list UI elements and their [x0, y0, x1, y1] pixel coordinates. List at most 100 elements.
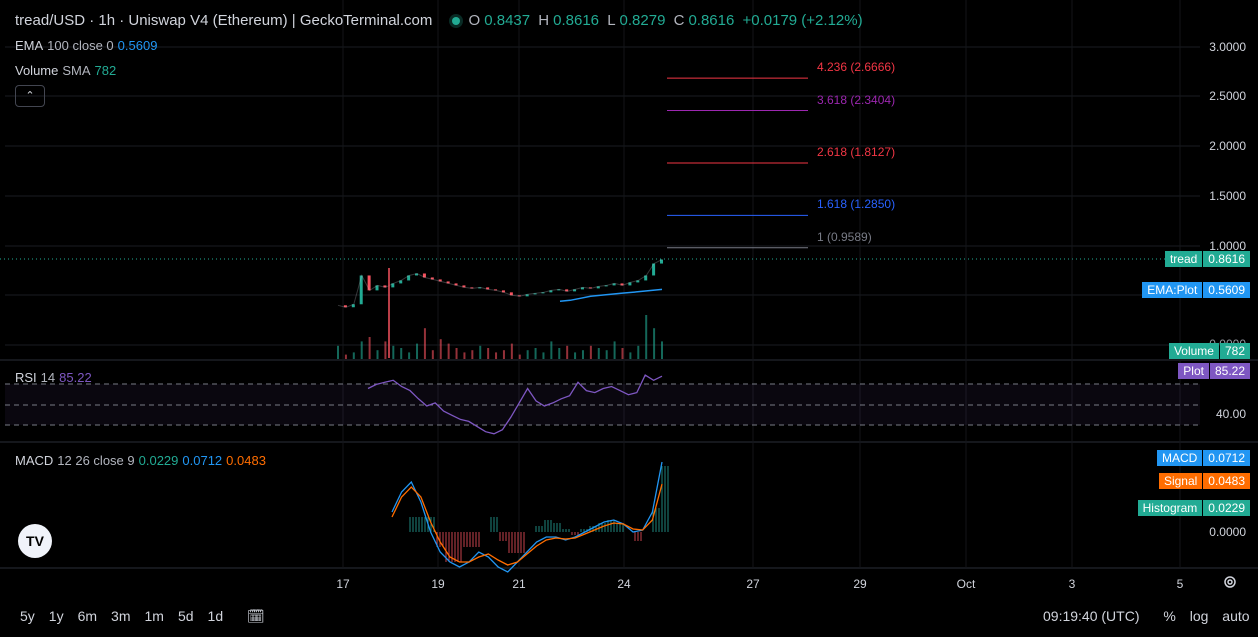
price-tick-label: 2.0000 [1209, 139, 1246, 153]
log-toggle[interactable]: log [1189, 608, 1209, 624]
volume-bar [337, 345, 339, 359]
volume-bar [487, 348, 490, 359]
candle [509, 292, 513, 296]
volume-bar [392, 345, 395, 359]
badge-macd: MACD 0.0712 [1156, 450, 1250, 466]
rsi-pane [367, 374, 663, 435]
rsi-name: RSI [15, 370, 37, 385]
calendar-goto-icon[interactable]: 🗓 [247, 608, 265, 624]
volume-bar [605, 350, 608, 359]
time-tick-label: 27 [746, 577, 760, 591]
ema-value: 0.5609 [117, 38, 158, 53]
badge-plot: Plot 85.22 [1178, 363, 1250, 379]
ohlc-change: +0.0179 (+2.12%) [742, 12, 863, 29]
time-tick-label: 5 [1176, 577, 1184, 591]
volume-bar [574, 352, 577, 359]
ohlc-c: 0.8616 [688, 12, 735, 29]
badge-value: 0.0483 [1203, 473, 1250, 489]
candle [549, 290, 553, 293]
candle [351, 304, 355, 308]
time-tick-label: 24 [617, 577, 631, 591]
collapse-legend-button[interactable]: ⌃ [15, 85, 45, 107]
tf-5d[interactable]: 5d [177, 608, 194, 624]
volume-bar [471, 350, 474, 359]
time-tick-label: Oct [956, 577, 976, 591]
candle [628, 282, 632, 286]
tf-1y[interactable]: 1y [48, 608, 64, 624]
volume-bar [589, 345, 592, 359]
rsi-tick-label: 40.00 [1215, 407, 1246, 421]
candle [660, 259, 663, 264]
time-tick-label: 17 [336, 577, 350, 591]
badge-label: MACD [1156, 450, 1203, 466]
badge-value: 0.8616 [1203, 251, 1250, 267]
macd-legend[interactable]: MACD 12 26 close 9 0.0229 0.0712 0.0483 [15, 453, 270, 468]
candle [438, 279, 442, 282]
volume-legend[interactable]: Volume SMA 782 [15, 63, 120, 78]
candle [636, 280, 640, 283]
price-tick-label: 1.0000 [1209, 239, 1246, 253]
volume-bar [550, 341, 553, 359]
candle [620, 283, 624, 286]
ema-line [559, 288, 663, 303]
auto-toggle[interactable]: auto [1222, 608, 1250, 624]
volume-value: 782 [94, 63, 117, 78]
candle [407, 275, 411, 281]
badge-label: Signal [1158, 473, 1203, 489]
volume-bar [408, 352, 411, 359]
tf-3m[interactable]: 3m [111, 608, 131, 624]
candle [612, 283, 616, 286]
percent-toggle[interactable]: % [1163, 608, 1176, 624]
volume-bar [352, 352, 355, 359]
badge-signal: Signal 0.0483 [1158, 473, 1250, 489]
candle [367, 275, 371, 291]
volume-bar [637, 345, 640, 359]
ema-params: 100 close 0 [47, 38, 114, 53]
badge-value: 782 [1219, 343, 1250, 359]
candle [478, 287, 482, 289]
time-tick-label: 21 [512, 577, 526, 591]
volume-bar [566, 345, 569, 359]
volume-bar [621, 348, 624, 359]
badge-label: Histogram [1137, 500, 1203, 516]
volume-bars [337, 315, 663, 359]
candle [604, 285, 608, 287]
macd-pane [391, 461, 669, 573]
price-tick-label: 1.5000 [1209, 189, 1246, 203]
badge-label: Plot [1178, 363, 1209, 379]
macd-name: MACD [15, 453, 54, 468]
candle [501, 290, 505, 293]
volume-bar [661, 341, 663, 359]
rsi-legend[interactable]: RSI 14 85.22 [15, 370, 96, 385]
candle [391, 283, 395, 288]
candle [446, 281, 450, 284]
macd-hist-value: 0.0229 [138, 453, 179, 468]
tf-5y[interactable]: 5y [20, 608, 35, 624]
candle [422, 273, 426, 278]
volume-params: SMA [62, 63, 91, 78]
price-line [337, 259, 663, 308]
tradingview-logo[interactable]: TV [18, 524, 52, 558]
tf-6m[interactable]: 6m [77, 608, 98, 624]
candle [470, 287, 474, 289]
badge-label: Volume [1168, 343, 1219, 359]
ema-legend[interactable]: EMA 100 close 0 0.5609 [15, 38, 161, 53]
macd-value: 0.0712 [182, 453, 223, 468]
badge-ema-plot: EMA:Plot 0.5609 [1142, 282, 1250, 298]
volume-bar [495, 352, 498, 359]
tf-1m[interactable]: 1m [144, 608, 164, 624]
volume-bar [558, 348, 561, 359]
time-tick-label: 3 [1068, 577, 1076, 591]
tf-1d[interactable]: 1d [207, 608, 224, 624]
candle [415, 273, 419, 276]
macd-tick-label: 0.0000 [1209, 525, 1246, 539]
gear-icon[interactable] [1222, 574, 1238, 590]
volume-bar [613, 341, 616, 359]
candle [652, 263, 656, 276]
badge-value: 0.0229 [1203, 500, 1250, 516]
clock-time[interactable]: 09:19:40 (UTC) [1043, 608, 1140, 624]
ohlc-c-label: C [673, 12, 685, 29]
rsi-value: 85.22 [59, 370, 92, 385]
volume-bar [447, 343, 450, 359]
